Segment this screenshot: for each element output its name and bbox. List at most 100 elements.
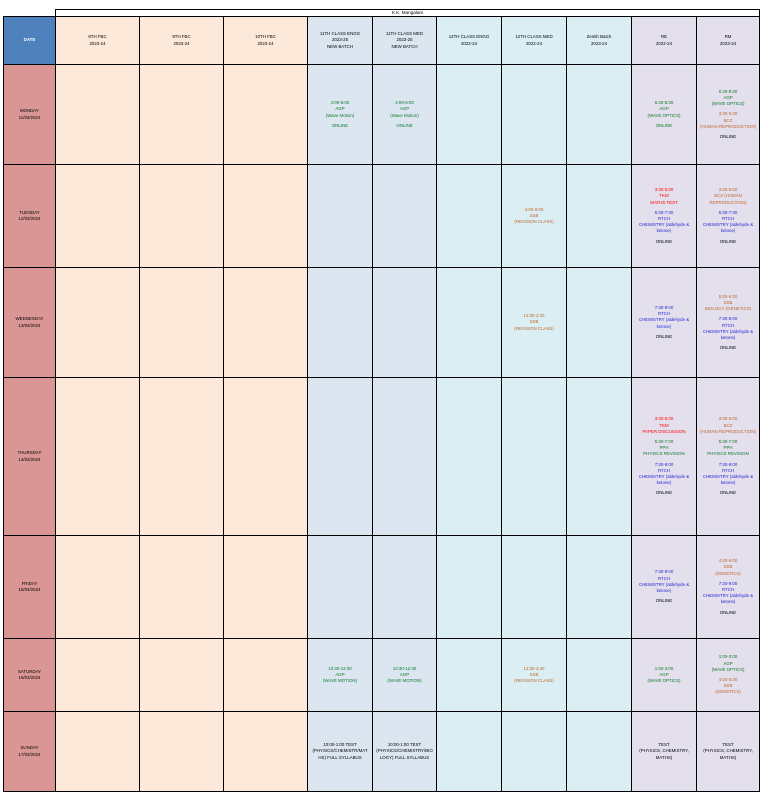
text-line: 12/03/2024 — [18, 216, 41, 221]
cell-zenith — [566, 377, 632, 536]
text-line: 4:00-6:00 — [524, 206, 544, 212]
session-block: 10:30-12:30 AGP (WAVE MOTION) — [374, 666, 436, 685]
session-block: ONLINE — [633, 490, 696, 496]
text-line: 2022-24 — [460, 40, 478, 46]
text-line: CHEMISTRY (aldehyde & — [638, 317, 690, 323]
session-block: 1:00-3:00 AGP (WAVE OPTICS) — [633, 666, 696, 685]
text-line: 13/03/2024 — [18, 322, 41, 328]
column-header-rm: RM 2023-24 — [695, 16, 761, 65]
cell-rm: 3:30-5:00 BCZ (HUMAN REPRODUCTION) 5:30-7:3… — [695, 164, 761, 268]
cell-re: 6:30-8:30 AGP (WAVE OPTICS) ONLINE — [631, 64, 697, 165]
cell-9th-fbc — [139, 64, 224, 165]
text-line: TEST — [658, 742, 670, 748]
text-line: SSB — [723, 299, 733, 305]
text-line: AGP — [659, 671, 669, 677]
text-line: 12:30-2:30 — [523, 313, 545, 319]
sheet-title: K.K. Mangalam — [54, 9, 761, 17]
session-block: ONLINE — [698, 610, 759, 616]
cell-zenith — [566, 535, 632, 639]
session-block: 5:30-7:00 PPH PHYSICS REVISION — [633, 439, 696, 458]
text-line: PHYSICS REVISION — [643, 451, 685, 457]
cell-11th-engg — [307, 164, 373, 268]
text-line: BCZ — [723, 117, 733, 123]
cell-9th-fbc — [139, 267, 224, 378]
text-line: RE — [660, 34, 668, 40]
text-line: MATHS) — [719, 754, 737, 760]
text-line: BCZ (HUMAN — [714, 193, 742, 199]
cell-rm: 3:30-5:00 BCZ (HUMAN REPRODUCTION) 5:30-7:0… — [695, 377, 761, 536]
column-header-11th-med: 11TH CLASS MED 2023-25 NEW BATCH — [372, 16, 437, 65]
text-line: PPH — [659, 445, 669, 451]
text-line: ONLINE — [331, 122, 349, 128]
text-line: (PHYSICS, CHEMISTRY, — [703, 748, 753, 754]
text-line: (PHYSICS/CHEMISTRY/BIO — [376, 748, 433, 754]
text-line: CHEMISTRY (aldehyde & — [702, 474, 754, 479]
text-line: REPRODUCTION) — [709, 199, 747, 205]
text-line: AGP — [723, 94, 733, 100]
cell-10th-fbc — [223, 711, 308, 792]
cell-11th-engg: 10:00-1:00 TEST (PHYSICS/CHEMISTR/MAT HS) … — [307, 711, 373, 792]
cell-8th-fbc — [55, 377, 140, 536]
text-line: ketone) — [720, 228, 736, 234]
text-line: Zenith Batch — [586, 34, 612, 40]
day-cell: SUNDAY 17/03/2024 — [3, 711, 56, 792]
text-line: TKM — [659, 193, 669, 199]
session-block: 5:30-7:00 PPH PHYSICS REVISION — [698, 439, 759, 458]
session-block: 4:00-6:00 AGP (Wave Motion) — [309, 100, 372, 119]
cell-11th-med — [372, 164, 437, 268]
cell-re: 1:00-3:00 AGP (WAVE OPTICS) — [631, 638, 697, 712]
timetable: K.K. Mangalam DATE 8TH FBC 2023-24 9TH FBC 2… — [3, 9, 761, 792]
session-block: 4:00-6:00 SSB (GENETICS) — [698, 558, 759, 577]
session-block: 3:30-5:00 BCZ (HUMAN REPRODUCTION) — [698, 416, 759, 435]
text-line: 7:30-9:00 — [718, 461, 738, 467]
text-line: 5:00-6:30 — [718, 293, 738, 299]
text-line: SUNDAY — [20, 745, 39, 751]
day-cell: WEDNESDAY 13/03/2024 — [3, 267, 56, 378]
text-line: 9TH FBC — [172, 34, 191, 40]
session-block: 7:30-9:00 RTCH CHEMISTRY (aldehyde & ketone… — [698, 461, 759, 487]
cell-9th-fbc — [139, 377, 224, 536]
text-line: (REVISION CLASS) — [514, 678, 554, 684]
cell-11th-engg — [307, 377, 373, 536]
text-line: 5:30-7:30 — [718, 209, 738, 215]
text-line: 7:30-9:00 — [654, 304, 674, 310]
text-line: BIOLOGY (GENETICS) — [704, 306, 752, 312]
text-line: 12TH CLASS MED — [515, 34, 553, 40]
cell-12th-engg — [436, 377, 502, 536]
text-line: 3:30-5:30 — [718, 111, 738, 117]
text-line: TUESDAY — [19, 209, 40, 215]
cell-11th-med: 10:00-1:00 TEST (PHYSICS/CHEMISTRY/BIO LOG… — [372, 711, 437, 792]
text-line: 5:30-7:30 — [654, 209, 674, 215]
text-line: ONLINE — [655, 122, 673, 128]
cell-12th-engg — [436, 711, 502, 792]
text-line: 11/03/2024 — [18, 114, 41, 120]
text-line: ketone) — [720, 599, 736, 605]
text-line: 16/03/2024 — [18, 675, 41, 680]
text-line: 8TH FBC — [88, 34, 107, 40]
session-block: 5:00-6:30 SSB BIOLOGY (GENETICS) — [698, 293, 759, 313]
corner-blank — [3, 9, 56, 17]
table-row: SATURDAY 16/03/2024 10:30-12:30 AGP (WAVE MO… — [3, 638, 761, 712]
cell-12th-engg — [436, 164, 502, 268]
text-line: CHEMISTRY (aldehyde & — [702, 328, 754, 334]
text-line: NEW BATCH — [326, 43, 354, 49]
day-cell: MONDAY 11/03/2024 — [3, 64, 56, 165]
text-line: FRIDAY — [21, 580, 38, 586]
text-line: 10:30-12:30 — [328, 665, 352, 671]
session-block: ONLINE — [374, 123, 436, 129]
text-line: (PHYSICS, CHEMISTRY, — [639, 748, 689, 754]
text-line: 10:00-1:00 TEST — [323, 742, 357, 748]
text-line: ketone) — [656, 480, 672, 486]
text-line: AGP — [723, 660, 733, 666]
session-block: 6:30-8:30 AGP (WAVE OPTICS) — [698, 89, 759, 108]
text-line: ONLINE — [719, 134, 737, 139]
text-line: ketone) — [656, 228, 672, 234]
cell-11th-engg — [307, 535, 373, 639]
text-line: (WAVE MOTION) — [387, 678, 422, 684]
cell-zenith — [566, 711, 632, 792]
session-block: 4:00-6:00 AGP (Wave Motion) — [374, 100, 436, 119]
text-line: SSB — [529, 319, 539, 325]
text-line: 3:30-5:00 — [718, 416, 738, 422]
day-cell: THURSDAY 14/03/2024 — [3, 377, 56, 536]
cell-11th-med: 10:30-12:30 AGP (WAVE MOTION) — [372, 638, 437, 712]
